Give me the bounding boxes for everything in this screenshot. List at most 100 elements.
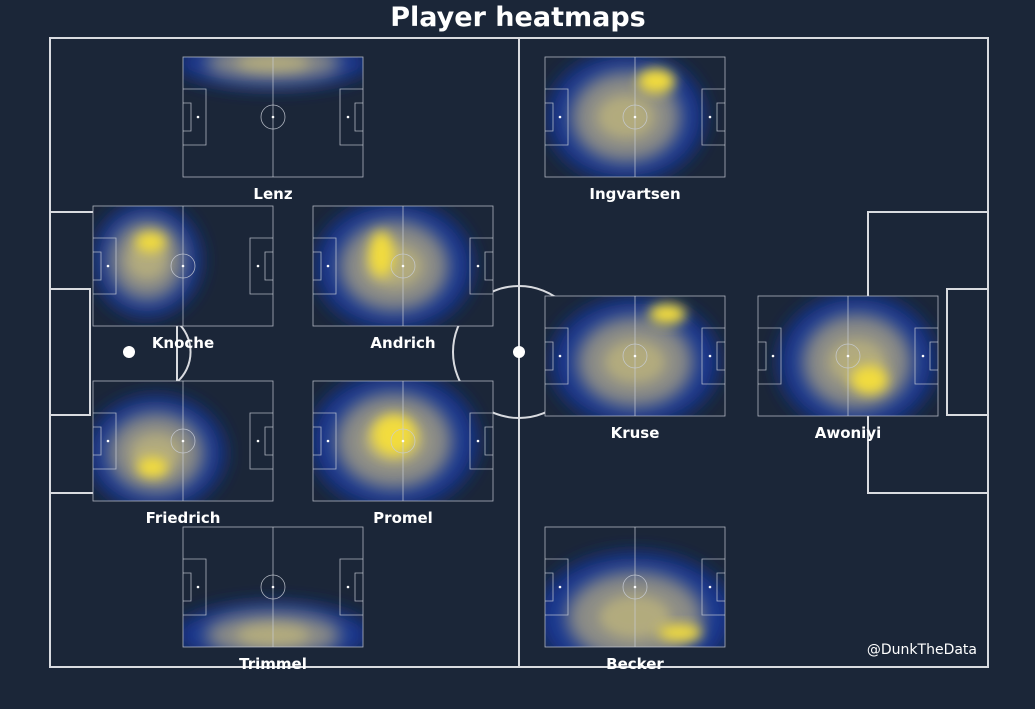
mini-box (183, 88, 207, 146)
mini-box (354, 572, 363, 602)
heat-hot (371, 414, 417, 456)
mini-box (758, 341, 767, 371)
mini-circle (170, 428, 196, 454)
mini-spot (708, 354, 712, 358)
mini-box (484, 426, 493, 456)
mini-pitch-lines (544, 295, 726, 417)
mini-box (354, 102, 363, 132)
mini-spot (271, 585, 275, 589)
mini-circle (622, 104, 648, 130)
mini-box (545, 558, 569, 616)
player-heatmap: Friedrich (92, 380, 274, 527)
mini-spot (346, 585, 350, 589)
mini-pitch-lines (182, 56, 364, 178)
mini-spot (633, 115, 637, 119)
mini-box (93, 412, 117, 470)
heat-hot (637, 68, 676, 94)
credit: @DunkTheData (867, 642, 977, 658)
mini-box (545, 327, 569, 385)
player-heatmap: Ingvartsen (544, 56, 726, 203)
player-name: Lenz (253, 185, 292, 203)
mini-box (313, 237, 337, 295)
mini-box (716, 572, 725, 602)
mini-pitch-lines (182, 526, 364, 648)
mini-pitch-lines (92, 205, 274, 327)
heat-hot (648, 303, 687, 325)
player-heatmap: Kruse (544, 295, 726, 442)
mini-spot (256, 264, 260, 268)
mini-box (93, 251, 102, 281)
player-name: Promel (373, 509, 433, 527)
mini-box (545, 572, 554, 602)
mini-box (339, 88, 363, 146)
mini-spot (476, 264, 480, 268)
mini-spot (181, 439, 185, 443)
mini-pitch-lines (544, 526, 726, 648)
mini-spot (558, 354, 562, 358)
heat-hot (136, 456, 169, 478)
mini-box (484, 251, 493, 281)
mini-spot (921, 354, 925, 358)
mini-spot (196, 585, 200, 589)
mini-circle (390, 253, 416, 279)
player-name: Ingvartsen (589, 185, 680, 203)
mini-spot (558, 115, 562, 119)
mini-box (93, 426, 102, 456)
mini-box (701, 558, 725, 616)
mini-box (313, 251, 322, 281)
mini-box (264, 426, 273, 456)
mini-circle (622, 574, 648, 600)
player-name: Trimmel (239, 655, 307, 673)
mini-circle (835, 343, 861, 369)
mini-pitch-lines (92, 380, 274, 502)
player-heatmap: Knoche (92, 205, 274, 352)
player-name: Friedrich (146, 509, 221, 527)
player-heatmap: Trimmel (182, 526, 364, 673)
mini-box (264, 251, 273, 281)
player-heatmap: Lenz (182, 56, 364, 203)
mini-box (914, 327, 938, 385)
player-heatmaps: Lenz Ingvartsen Knoche Andrich Kruse Awoniyi F… (92, 56, 939, 673)
mini-box (545, 102, 554, 132)
mini-spot (401, 439, 405, 443)
mini-circle (622, 343, 648, 369)
mini-spot (476, 439, 480, 443)
heat-layer (313, 381, 493, 501)
mini-box (313, 412, 337, 470)
player-name: Andrich (370, 334, 435, 352)
mini-spot (106, 439, 110, 443)
mini-box (701, 327, 725, 385)
mini-spot (256, 439, 260, 443)
mini-box (249, 237, 273, 295)
player-heatmap: Becker (544, 526, 726, 673)
heat-layer (93, 381, 273, 501)
mini-spot (271, 115, 275, 119)
mini-spot (196, 115, 200, 119)
player-name: Awoniyi (815, 424, 882, 442)
mini-box (758, 327, 782, 385)
mini-spot (708, 115, 712, 119)
mini-spot (346, 115, 350, 119)
mini-spot (106, 264, 110, 268)
mini-spot (326, 264, 330, 268)
player-name: Becker (606, 655, 664, 673)
mini-circle (260, 574, 286, 600)
mini-box (469, 412, 493, 470)
player-heatmap: Promel (312, 380, 494, 527)
mini-spot (633, 585, 637, 589)
mini-circle (390, 428, 416, 454)
heat-hot (657, 624, 703, 641)
mini-box (249, 412, 273, 470)
player-heatmap: Andrich (312, 205, 494, 352)
heat-hot (368, 230, 394, 278)
mini-box (183, 102, 192, 132)
mini-pitch-lines (312, 380, 494, 502)
mini-pitch-lines (312, 205, 494, 327)
mini-box (545, 88, 569, 146)
mini-box (545, 341, 554, 371)
mini-box (716, 102, 725, 132)
mini-pitch-lines (544, 56, 726, 178)
mini-box (701, 88, 725, 146)
heat-hot (134, 231, 167, 253)
player-name: Knoche (152, 334, 214, 352)
